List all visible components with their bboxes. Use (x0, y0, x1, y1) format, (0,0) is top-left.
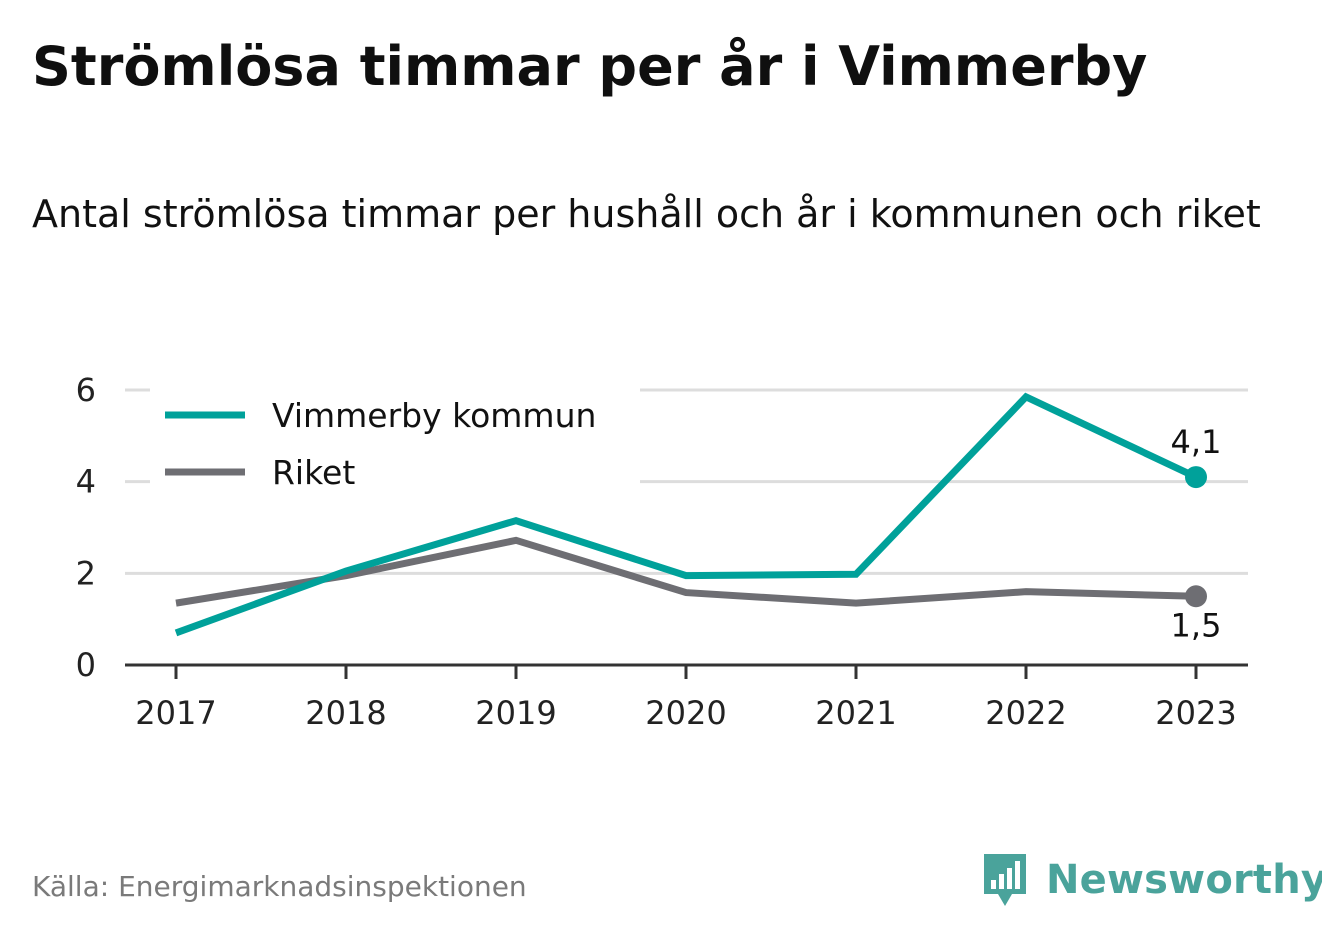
data-labels: 4,1 1,5 (1171, 423, 1222, 644)
end-value-label: 1,5 (1171, 606, 1222, 644)
legend-label: Riket (272, 453, 355, 492)
x-tick-label: 2023 (1155, 694, 1236, 732)
x-tick-label: 2020 (645, 694, 726, 732)
series-line (174, 392, 1198, 637)
x-tick-label: 2018 (305, 694, 386, 732)
x-tick-label: 2019 (475, 694, 556, 732)
x-tick-label: 2022 (985, 694, 1066, 732)
series-lines (174, 392, 1198, 637)
x-tick-label: 2017 (135, 694, 216, 732)
legend: Vimmerby kommun Riket (150, 383, 640, 495)
axes: 0 2 4 6 2017 2018 2019 2020 2021 2022 2023 (76, 371, 1248, 732)
series-line (175, 536, 1197, 607)
source-note: Källa: Energimarknadsinspektionen (32, 870, 527, 903)
end-point-marker (1185, 585, 1207, 608)
legend-background (150, 383, 640, 495)
bar-chart-icon (984, 854, 1026, 906)
chart-subtitle: Antal strömlösa timmar per hushåll och å… (32, 192, 1261, 236)
brand-name: Newsworthy (1046, 857, 1322, 903)
y-tick-label: 2 (76, 554, 96, 592)
x-tick-label: 2021 (815, 694, 896, 732)
y-tick-label: 0 (76, 646, 96, 684)
y-tick-label: 6 (76, 371, 96, 409)
y-tick-label: 4 (76, 463, 96, 501)
end-point-marker (1185, 466, 1207, 489)
newsworthy-logo: Newsworthy (980, 848, 1322, 912)
chart-title: Strömlösa timmar per år i Vimmerby (32, 35, 1148, 98)
end-value-label: 4,1 (1171, 423, 1222, 461)
legend-label: Vimmerby kommun (272, 396, 596, 435)
